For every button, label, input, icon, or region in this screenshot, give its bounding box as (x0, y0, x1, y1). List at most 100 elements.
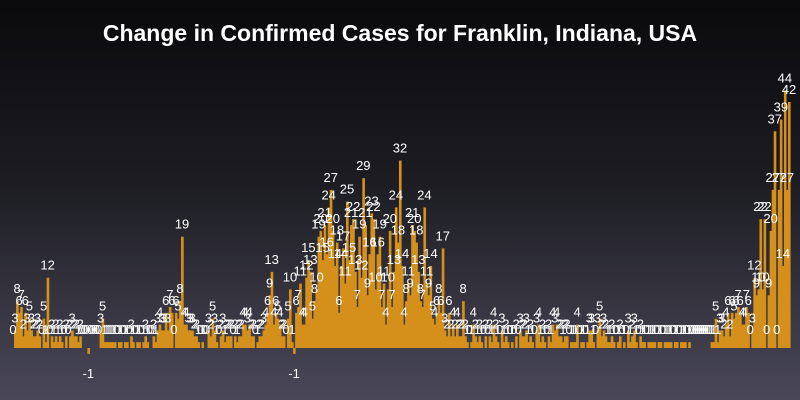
bar (710, 342, 714, 348)
bar (458, 336, 461, 348)
data-label: 3 (189, 310, 196, 325)
data-label: 6 (172, 293, 179, 308)
bar (396, 242, 400, 348)
data-label: 1 (584, 322, 591, 337)
bar (191, 330, 194, 348)
data-label: 0 (138, 322, 145, 337)
data-label: 1 (708, 322, 715, 337)
bar (781, 266, 785, 348)
bar (293, 348, 296, 354)
bar (439, 312, 443, 348)
bar (417, 271, 420, 348)
bar (30, 330, 33, 348)
data-label: 0 (125, 322, 132, 337)
data-label: 11 (338, 264, 352, 279)
bar (675, 342, 679, 348)
data-label: 2 (726, 316, 733, 331)
bar (688, 342, 691, 348)
data-label: 5 (174, 299, 181, 314)
data-label: 14 (423, 246, 437, 261)
bar (431, 318, 435, 348)
data-label: 2 (36, 316, 43, 331)
bar (751, 330, 754, 348)
bar (574, 342, 577, 348)
data-label: 0 (510, 322, 517, 337)
bar (425, 283, 429, 348)
bar (543, 342, 547, 348)
data-label: 3 (185, 310, 192, 325)
data-label: 1 (714, 322, 721, 337)
data-label: 6 (22, 293, 29, 308)
bar (429, 266, 433, 348)
data-label: 1 (673, 322, 680, 337)
bar (258, 336, 262, 348)
data-label: 16 (319, 234, 333, 249)
data-label: 2 (637, 316, 644, 331)
bar (618, 336, 622, 348)
data-label: 0 (704, 322, 711, 337)
bar (722, 336, 726, 348)
data-label: 6 (292, 293, 299, 308)
data-label: 2 (447, 316, 454, 331)
bar (474, 336, 477, 348)
bar (639, 336, 642, 348)
data-label: 6 (335, 293, 342, 308)
data-label: 13 (387, 252, 401, 267)
bar (783, 90, 787, 348)
bar (531, 342, 534, 348)
data-label: 0 (79, 322, 86, 337)
bar (71, 330, 74, 348)
data-label: 9 (425, 275, 432, 290)
data-label: 0 (89, 322, 96, 337)
data-label: 1 (590, 322, 597, 337)
data-label: 8 (176, 281, 183, 296)
bar (555, 324, 559, 348)
data-label: 3 (517, 310, 524, 325)
bar (490, 342, 494, 348)
bar (337, 312, 341, 348)
data-label: 24 (389, 187, 403, 202)
bar (732, 318, 736, 348)
data-label: 1 (468, 322, 475, 337)
bar (109, 342, 113, 348)
data-label: 4 (180, 305, 187, 320)
bar (156, 330, 160, 348)
data-label: 3 (260, 310, 267, 325)
bar (299, 283, 302, 348)
bar (435, 312, 439, 348)
data-label: 1 (679, 322, 686, 337)
data-label: 27 (780, 170, 794, 185)
chart-title: Change in Confirmed Cases for Franklin, … (102, 20, 698, 46)
bar (437, 301, 441, 348)
data-label: 1 (140, 322, 147, 337)
data-label: 2 (30, 316, 37, 331)
data-label: 10 (755, 269, 769, 284)
data-label: 20 (313, 211, 327, 226)
bar (364, 225, 367, 348)
data-label: 0 (93, 322, 100, 337)
bar (767, 295, 771, 348)
data-label: 2 (225, 316, 232, 331)
data-label: 4 (549, 305, 556, 320)
data-label: 2 (545, 316, 552, 331)
bar (240, 336, 243, 348)
bar (38, 336, 42, 348)
data-label: 1 (144, 322, 151, 337)
bar (113, 342, 117, 348)
bar (130, 336, 133, 348)
data-label: 3 (97, 310, 104, 325)
data-label: 0 (170, 322, 177, 337)
bar (291, 342, 294, 348)
bar (466, 342, 469, 348)
data-label: 44 (778, 70, 792, 85)
bar (79, 336, 82, 348)
bar (166, 330, 170, 348)
bar (77, 342, 80, 348)
data-label: 2 (250, 316, 257, 331)
bar (99, 330, 103, 348)
data-label: 22 (753, 199, 767, 214)
bar (741, 324, 744, 348)
data-label: 3 (586, 310, 593, 325)
bar (563, 336, 567, 348)
bar (659, 342, 663, 348)
